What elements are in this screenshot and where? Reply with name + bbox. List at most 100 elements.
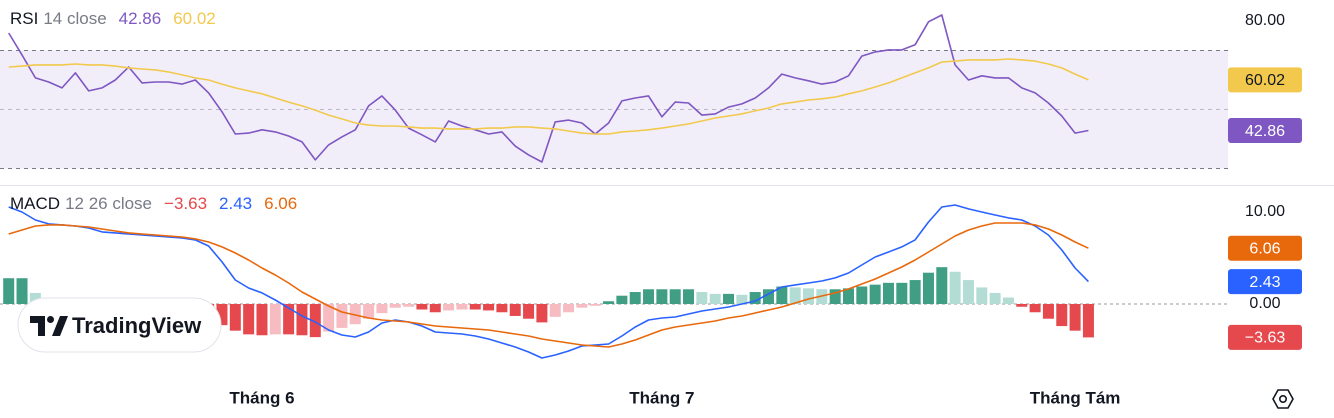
histogram-bar [829, 289, 841, 304]
price-box-label: 60.02 [1245, 72, 1285, 89]
histogram-bar [536, 303, 548, 323]
histogram-bar [683, 289, 695, 304]
legend-value: 2.43 [219, 194, 252, 213]
y-tick-label: 80.00 [1245, 12, 1285, 29]
histogram-bar [1069, 303, 1081, 331]
legend-subtitle: 12 26 close [65, 194, 152, 213]
histogram-bar [323, 303, 335, 332]
line [8, 58, 1089, 135]
histogram-bar [763, 289, 775, 304]
histogram-bar [1016, 303, 1028, 307]
histogram-bar [1029, 303, 1041, 313]
histogram-bar [336, 303, 348, 328]
histogram-bar [723, 293, 735, 304]
price-box-label: 42.86 [1245, 123, 1285, 140]
histogram-bar [216, 303, 228, 326]
x-tick-label: Tháng 6 [229, 388, 294, 407]
legend-value: 6.06 [264, 194, 297, 213]
line [8, 204, 1089, 359]
histogram-bar [869, 284, 881, 304]
histogram-bar [936, 267, 948, 304]
x-tick-label: Tháng 7 [629, 388, 694, 407]
histogram-bar [989, 292, 1001, 304]
settings-icon[interactable] [1272, 389, 1294, 409]
price-box [1228, 235, 1302, 261]
legend-value: 42.86 [119, 9, 162, 28]
histogram-bar [509, 303, 521, 316]
histogram-bar [29, 292, 41, 304]
histogram-bar [483, 303, 495, 311]
histogram-bar [882, 282, 894, 304]
legend-value: 60.02 [173, 9, 216, 28]
histogram-bar [416, 303, 428, 310]
price-box-label: −3.63 [1245, 330, 1286, 347]
x-tick-label: Tháng Tám [1030, 388, 1121, 407]
legend-subtitle: 14 close [43, 9, 106, 28]
price-box [1228, 67, 1302, 93]
histogram-bar [776, 286, 788, 304]
histogram-bar [922, 272, 934, 304]
histogram-bar [456, 303, 468, 310]
histogram-bar [1056, 303, 1068, 327]
legend-value: −3.63 [164, 194, 207, 213]
logo: TradingView [17, 297, 222, 353]
legend: MACD 12 26 close −3.63 2.43 6.06 [10, 194, 297, 213]
histogram-bar [576, 303, 588, 308]
rsi-band [0, 50, 1228, 169]
histogram-bar [842, 288, 854, 304]
histogram-bar [269, 303, 281, 335]
histogram-bar [496, 303, 508, 313]
histogram-bar [1082, 303, 1094, 338]
histogram-bar [443, 303, 455, 311]
histogram-bar [469, 303, 481, 310]
histogram-bar [803, 288, 814, 304]
histogram-bar [243, 303, 255, 335]
histogram-bar [709, 293, 721, 304]
histogram-bar [856, 286, 868, 304]
price-box-label: 6.06 [1249, 240, 1280, 257]
histogram-bar [309, 303, 321, 338]
legend-title: MACD [10, 194, 60, 213]
histogram-bar [669, 289, 681, 304]
histogram-bar [643, 289, 655, 304]
histogram-bar [616, 295, 628, 304]
histogram-bar [3, 278, 15, 304]
histogram-bar [1002, 297, 1014, 304]
histogram-bar [256, 303, 268, 336]
histogram-bar [403, 303, 415, 307]
histogram-bar [363, 303, 375, 319]
logo-box [17, 297, 222, 353]
legend: RSI 14 close 42.86 60.02 [10, 9, 216, 28]
price-box-label: 2.43 [1249, 274, 1280, 291]
histogram-bar [389, 303, 401, 308]
histogram-bar [962, 280, 974, 304]
price-box [1228, 269, 1302, 295]
histogram-bar [283, 303, 295, 335]
logo-icon [30, 316, 68, 336]
y-tick-label: 10.00 [1245, 203, 1285, 220]
histogram-bar [696, 292, 708, 304]
histogram-bar [589, 303, 601, 306]
line [8, 14, 1089, 163]
histogram-bar [789, 287, 801, 304]
histogram-bar [563, 303, 575, 313]
plots: 80.00 RSI 14 close 42.86 60.02 42.86 60.02 10.0… [0, 9, 1302, 407]
price-box [1228, 324, 1302, 350]
histogram-bar [949, 271, 961, 304]
histogram-bar [376, 303, 388, 314]
price-box [1228, 118, 1302, 144]
histogram-bar [896, 282, 908, 304]
histogram-bar [349, 303, 361, 325]
histogram-bar [16, 278, 28, 304]
legend-title: RSI [10, 9, 38, 28]
histogram-bar [523, 303, 535, 319]
histogram-bar [549, 303, 561, 317]
histogram-bar [976, 287, 988, 304]
histogram-bar [1042, 303, 1054, 319]
histogram-bar [909, 280, 921, 304]
line [8, 222, 1089, 348]
histogram-bar [749, 292, 761, 304]
histogram-bar [229, 303, 241, 331]
logo-dot [47, 316, 54, 323]
